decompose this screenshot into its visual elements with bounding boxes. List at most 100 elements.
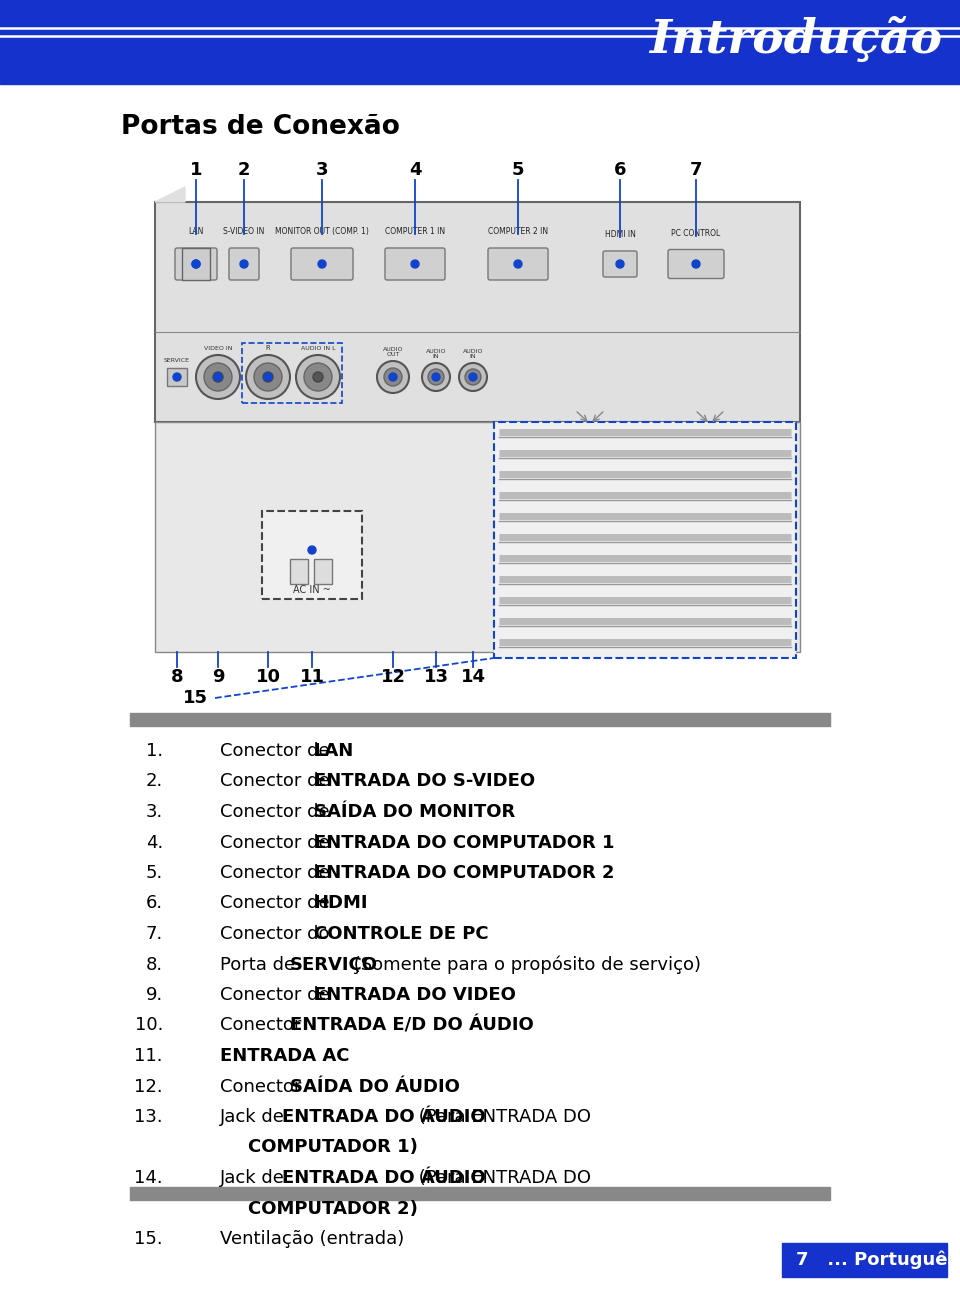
Text: Conector de: Conector de	[220, 773, 335, 791]
Circle shape	[263, 372, 273, 382]
Circle shape	[254, 363, 282, 391]
Text: VIDEO IN: VIDEO IN	[204, 346, 232, 351]
FancyBboxPatch shape	[175, 248, 217, 280]
Text: 5.: 5.	[146, 864, 163, 882]
Circle shape	[264, 373, 272, 381]
Circle shape	[514, 260, 522, 267]
Circle shape	[214, 373, 222, 381]
Bar	[262, 512, 362, 599]
Text: AUDIO
IN: AUDIO IN	[463, 349, 483, 359]
Text: Introdução: Introdução	[649, 17, 942, 63]
Bar	[155, 202, 800, 422]
Text: Conector: Conector	[220, 1078, 307, 1096]
Text: ENTRADA DO VIDEO: ENTRADA DO VIDEO	[314, 986, 516, 1004]
Text: 7: 7	[689, 162, 703, 180]
Text: Conector de: Conector de	[220, 742, 335, 760]
Text: ENTRADA DO ÁUDIO: ENTRADA DO ÁUDIO	[282, 1169, 486, 1187]
Circle shape	[196, 355, 240, 399]
Text: Jack de: Jack de	[220, 1169, 291, 1187]
Text: Portas de Conexão: Portas de Conexão	[121, 114, 399, 140]
Circle shape	[384, 368, 402, 386]
Text: 1: 1	[190, 162, 203, 180]
Text: Conector de: Conector de	[220, 804, 335, 820]
Circle shape	[459, 363, 487, 391]
Text: 4: 4	[409, 162, 421, 180]
Circle shape	[240, 260, 248, 267]
FancyBboxPatch shape	[488, 248, 548, 280]
Text: 9: 9	[212, 668, 225, 686]
Text: AUDIO IN L: AUDIO IN L	[300, 346, 335, 351]
Text: LAN: LAN	[314, 742, 354, 760]
Circle shape	[465, 370, 481, 385]
Circle shape	[469, 373, 477, 381]
Bar	[0, 74, 960, 84]
Text: ENTRADA AC: ENTRADA AC	[220, 1047, 349, 1065]
Text: 2: 2	[238, 162, 251, 180]
Text: (Para ENTRADA DO: (Para ENTRADA DO	[414, 1109, 591, 1127]
Bar	[290, 559, 308, 584]
Text: Jack de: Jack de	[220, 1109, 291, 1127]
Text: AUDIO
OUT: AUDIO OUT	[383, 346, 403, 357]
Circle shape	[213, 372, 223, 382]
Circle shape	[432, 373, 440, 381]
Text: Ventilação (entrada): Ventilação (entrada)	[220, 1230, 404, 1248]
FancyBboxPatch shape	[603, 251, 637, 276]
Bar	[148, 145, 810, 720]
Text: CONTROLE DE PC: CONTROLE DE PC	[314, 925, 489, 943]
Text: 15: 15	[182, 689, 207, 707]
Bar	[314, 559, 332, 584]
Text: COMPUTADOR 2): COMPUTADOR 2)	[248, 1199, 418, 1217]
Text: 9.: 9.	[146, 986, 163, 1004]
Bar	[167, 368, 187, 386]
Text: HDMI: HDMI	[314, 894, 368, 912]
Text: 7.: 7.	[146, 925, 163, 943]
Circle shape	[313, 372, 323, 382]
Text: 8: 8	[171, 668, 183, 686]
Text: ENTRADA DO S-VIDEO: ENTRADA DO S-VIDEO	[314, 773, 535, 791]
Text: LAN: LAN	[188, 227, 204, 236]
FancyBboxPatch shape	[291, 248, 353, 280]
Circle shape	[296, 355, 340, 399]
Circle shape	[411, 260, 419, 267]
Text: S-VIDEO IN: S-VIDEO IN	[224, 227, 265, 236]
Text: 5: 5	[512, 162, 524, 180]
Text: 14: 14	[461, 668, 486, 686]
Text: 11: 11	[300, 668, 324, 686]
Text: PC CONTROL: PC CONTROL	[671, 229, 721, 238]
FancyBboxPatch shape	[385, 248, 445, 280]
Text: 11.: 11.	[134, 1047, 163, 1065]
Text: 13: 13	[423, 668, 448, 686]
Circle shape	[192, 260, 200, 267]
Text: 13.: 13.	[134, 1109, 163, 1127]
Text: ENTRADA DO COMPUTADOR 1: ENTRADA DO COMPUTADOR 1	[314, 833, 614, 851]
Text: COMPUTER 1 IN: COMPUTER 1 IN	[385, 227, 445, 236]
Bar	[494, 422, 796, 658]
Bar	[130, 1187, 830, 1200]
Text: MONITOR OUT (COMP. 1): MONITOR OUT (COMP. 1)	[276, 227, 369, 236]
Text: 8.: 8.	[146, 956, 163, 973]
Text: 10.: 10.	[134, 1017, 163, 1035]
Bar	[155, 422, 800, 652]
Circle shape	[308, 547, 316, 554]
Circle shape	[616, 260, 624, 267]
Text: 12.: 12.	[134, 1078, 163, 1096]
FancyBboxPatch shape	[229, 248, 259, 280]
Text: Conector de: Conector de	[220, 894, 335, 912]
Text: 3: 3	[316, 162, 328, 180]
Text: COMPUTADOR 1): COMPUTADOR 1)	[248, 1138, 418, 1156]
Text: 14.: 14.	[134, 1169, 163, 1187]
Text: 10: 10	[255, 668, 280, 686]
Text: Porta de: Porta de	[220, 956, 300, 973]
Text: SAÍDA DO ÁUDIO: SAÍDA DO ÁUDIO	[290, 1078, 460, 1096]
Text: 1.: 1.	[146, 742, 163, 760]
FancyBboxPatch shape	[668, 249, 724, 279]
Text: Conector do: Conector do	[220, 925, 335, 943]
Circle shape	[246, 355, 290, 399]
Text: 6.: 6.	[146, 894, 163, 912]
Text: AUDIO
IN: AUDIO IN	[425, 349, 446, 359]
Text: SAÍDA DO MONITOR: SAÍDA DO MONITOR	[314, 804, 515, 820]
Circle shape	[192, 260, 200, 267]
Text: Conector de: Conector de	[220, 986, 335, 1004]
Circle shape	[389, 373, 397, 381]
Text: 6: 6	[613, 162, 626, 180]
